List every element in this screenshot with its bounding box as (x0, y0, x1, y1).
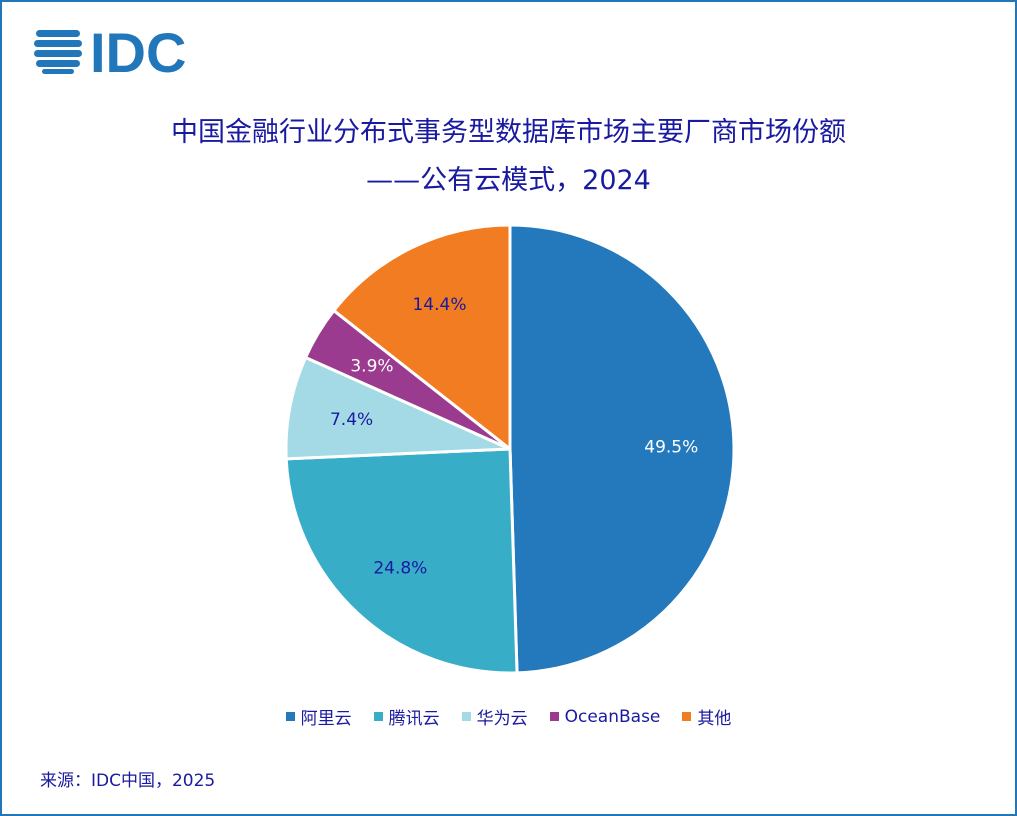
legend-item: 腾讯云 (373, 704, 440, 729)
idc-logo: IDC (34, 22, 186, 82)
data-label-1: 24.8% (373, 558, 427, 578)
legend-swatch (373, 712, 383, 721)
legend-item: 华为云 (461, 704, 528, 729)
chart-title: 中国金融行业分布式事务型数据库市场主要厂商市场份额 (171, 117, 846, 148)
idc-logo-text: IDC (90, 22, 186, 82)
legend-label: 华为云 (476, 709, 528, 729)
source-note: 来源：IDC中国，2025 (40, 771, 216, 791)
pie-slice-2 (284, 355, 511, 461)
pie-slice-0 (508, 223, 736, 675)
legend-swatch (461, 712, 471, 721)
legend-swatch (682, 712, 692, 721)
data-label-3: 3.9% (350, 357, 393, 377)
pie-slice-4 (331, 223, 512, 453)
pie-slice-1 (284, 447, 519, 675)
legend-item: 其他 (682, 704, 731, 729)
legend-label: 腾讯云 (388, 709, 440, 729)
legend-item: 阿里云 (285, 704, 352, 729)
legend-label: OceanBase (564, 706, 661, 727)
legend-label: 阿里云 (300, 709, 352, 729)
data-label-2: 7.4% (330, 410, 373, 430)
legend-label: 其他 (697, 709, 732, 729)
data-label-4: 14.4% (412, 295, 466, 315)
chart-subtitle: ——公有云模式，2024 (366, 165, 651, 196)
idc-globe-icon (34, 30, 82, 74)
legend-swatch (285, 712, 295, 721)
data-label-0: 49.5% (644, 437, 698, 457)
legend: 阿里云 腾讯云 华为云 OceanBase 其他 (0, 704, 1017, 729)
legend-swatch (549, 712, 559, 721)
legend-item: OceanBase (549, 704, 661, 729)
